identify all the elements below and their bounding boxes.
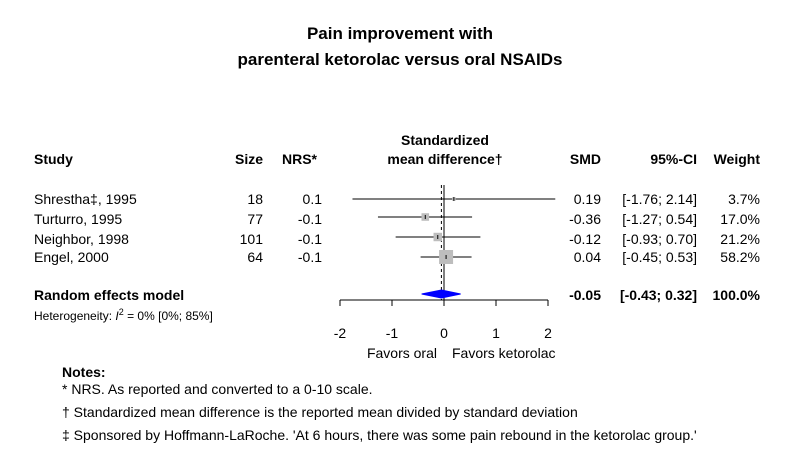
header-size: Size — [234, 151, 263, 167]
chart-title-line-1: Pain improvement with — [306, 24, 494, 43]
heterogeneity-text: Heterogeneity: I2 = 0% [0%; 85%] — [34, 307, 213, 323]
header-study: Study — [34, 151, 73, 167]
note-line: † Standardized mean difference is the re… — [62, 404, 578, 420]
study-size: 101 — [239, 231, 263, 247]
study-size: 77 — [247, 211, 263, 227]
header-smd: SMD — [569, 151, 601, 167]
header-effect-line-1: Standardized — [401, 132, 489, 148]
heterogeneity-i: I — [115, 309, 119, 323]
study-name: Turturro, 1995 — [34, 211, 123, 227]
pooled-label: Random effects model — [34, 287, 185, 303]
study-ci: [-1.27; 0.54] — [622, 211, 697, 227]
heterogeneity-rest: = 0% [0%; 85%] — [123, 309, 213, 323]
study-name: Shrestha‡, 1995 — [34, 191, 137, 207]
x-tick-label: -2 — [334, 325, 347, 341]
header-ci: 95%-CI — [650, 151, 697, 167]
x-label-favors-ketorolac: Favors ketorolac — [452, 345, 556, 361]
study-nrs: 0.1 — [302, 191, 322, 207]
study-weight: 58.2% — [720, 249, 760, 265]
study-nrs: -0.1 — [297, 249, 322, 265]
x-label-favors-oral: Favors oral — [366, 345, 437, 361]
chart-title-line-2: parenteral ketorolac versus oral NSAIDs — [237, 50, 563, 69]
header-effect-line-2: mean difference† — [387, 151, 503, 167]
x-tick-label: 2 — [544, 325, 552, 341]
study-weight: 3.7% — [728, 191, 760, 207]
study-nrs: -0.1 — [297, 211, 322, 227]
x-tick-label: -1 — [386, 325, 399, 341]
study-ci: [-0.93; 0.70] — [622, 231, 697, 247]
study-size: 18 — [247, 191, 263, 207]
heterogeneity-prefix: Heterogeneity: — [34, 309, 116, 323]
study-name: Engel, 2000 — [34, 249, 109, 265]
x-tick-label: 1 — [492, 325, 500, 341]
header-weight: Weight — [713, 151, 760, 167]
study-smd: 0.19 — [573, 191, 601, 207]
study-ci: [-1.76; 2.14] — [622, 191, 697, 207]
header-nrs: NRS* — [282, 151, 318, 167]
note-line: ‡ Sponsored by Hoffmann-LaRoche. 'At 6 h… — [62, 427, 697, 443]
study-smd: -0.36 — [569, 211, 601, 227]
note-line: * NRS. As reported and converted to a 0-… — [62, 381, 373, 397]
study-weight: 21.2% — [720, 231, 760, 247]
study-smd: 0.04 — [573, 249, 601, 265]
x-tick-label: 0 — [440, 325, 448, 341]
study-smd: -0.12 — [569, 231, 601, 247]
study-ci: [-0.45; 0.53] — [622, 249, 697, 265]
pooled-ci: [-0.43; 0.32] — [619, 287, 697, 303]
study-name: Neighbor, 1998 — [34, 231, 129, 247]
study-weight: 17.0% — [720, 211, 760, 227]
study-nrs: -0.1 — [297, 231, 322, 247]
study-size: 64 — [247, 249, 263, 265]
heterogeneity-sup: 2 — [118, 307, 124, 317]
pooled-weight: 100.0% — [712, 287, 760, 303]
pooled-smd: -0.05 — [569, 287, 601, 303]
notes-heading: Notes: — [62, 364, 106, 380]
pooled-diamond — [421, 289, 461, 299]
